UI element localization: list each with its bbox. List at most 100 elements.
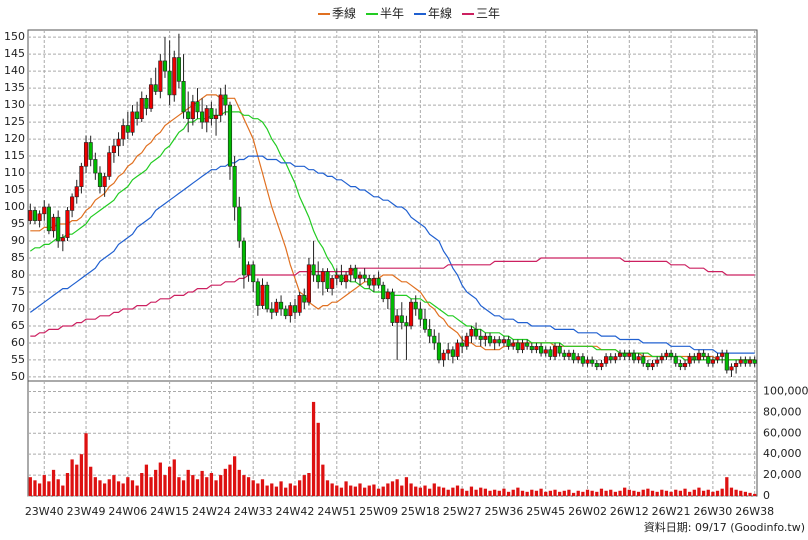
- candle-body: [752, 359, 757, 364]
- volume-bar: [488, 490, 492, 496]
- volume-bar: [56, 479, 60, 496]
- candle-body: [469, 329, 474, 337]
- volume-bar: [441, 487, 446, 496]
- ma-line: [29, 155, 755, 354]
- volume-bar: [242, 475, 246, 496]
- volume-bar: [344, 481, 348, 496]
- candle-body: [111, 145, 116, 153]
- candle-body: [664, 352, 669, 357]
- volume-bar: [195, 479, 200, 496]
- candle-body: [501, 339, 507, 344]
- candle-body: [102, 176, 107, 187]
- x-tick-label: 26W02: [568, 505, 607, 518]
- volume-bar: [233, 456, 237, 496]
- volume-bar: [548, 490, 552, 496]
- volume-bar: [353, 486, 357, 496]
- candle-body: [330, 278, 335, 289]
- volume-bar: [116, 481, 121, 496]
- volume-bar: [298, 480, 302, 496]
- candle-body: [190, 101, 195, 119]
- candle-body: [232, 165, 237, 208]
- y-tick-label: 150: [4, 30, 25, 43]
- volume-bar: [655, 491, 659, 496]
- candle-body: [432, 335, 437, 344]
- volume-bar: [701, 490, 706, 496]
- volume-bar: [260, 479, 265, 496]
- volume-bar: [47, 481, 51, 496]
- volume-bar: [316, 422, 320, 496]
- volume-bar: [729, 487, 734, 496]
- x-tick-label: 24W33: [234, 505, 273, 518]
- candle-body: [107, 152, 112, 177]
- candle-body: [747, 359, 753, 364]
- candle-body: [121, 125, 126, 140]
- volume-bar: [51, 469, 56, 496]
- candle-body: [209, 108, 214, 119]
- candle-body: [655, 359, 660, 364]
- volume-bar: [743, 491, 748, 496]
- candle-body: [743, 359, 748, 364]
- volume-bar: [126, 477, 130, 496]
- y2-tick-label: 80,000: [763, 405, 802, 418]
- candle-body: [418, 308, 423, 320]
- volume-bar: [692, 489, 696, 496]
- candle-body: [515, 342, 520, 351]
- volume-bar: [404, 477, 409, 496]
- candle-body: [580, 356, 585, 364]
- volume-bar: [144, 464, 149, 496]
- candle-body: [436, 342, 441, 361]
- candle-body: [585, 359, 590, 364]
- y-tick-label: 130: [4, 98, 25, 111]
- ma-line: [30, 257, 755, 337]
- candle-body: [734, 363, 739, 368]
- candle-body: [738, 359, 743, 364]
- volume-bar: [558, 491, 562, 496]
- candle-body: [371, 278, 376, 286]
- volume-bar: [451, 487, 455, 496]
- volume-bar: [636, 491, 641, 496]
- volume-bar: [483, 488, 487, 496]
- y-tick-label: 65: [11, 319, 25, 332]
- candle-body: [627, 352, 632, 357]
- volume-bar: [270, 483, 274, 496]
- volume-bar: [511, 489, 515, 496]
- candle-body: [594, 363, 599, 368]
- candle-body: [135, 111, 140, 119]
- candle-body: [269, 308, 274, 313]
- volume-bar: [609, 489, 613, 496]
- x-tick-label: 26W38: [735, 505, 774, 518]
- x-tick-label: 25W09: [359, 505, 398, 518]
- volume-bar: [604, 490, 608, 496]
- candle-body: [613, 356, 618, 361]
- volume-bar: [163, 475, 167, 496]
- candle-body: [552, 346, 558, 357]
- candle-body: [297, 295, 302, 313]
- candle-body: [37, 213, 42, 221]
- volume-bar: [181, 480, 186, 496]
- candle-body: [455, 342, 460, 357]
- candle-body: [348, 267, 353, 276]
- candle-body: [474, 329, 479, 337]
- candle-body: [223, 94, 228, 106]
- candle-body: [650, 363, 655, 368]
- x-tick-label: 24W24: [192, 505, 231, 518]
- volume-bar: [585, 489, 590, 496]
- volume-bar: [237, 469, 241, 496]
- candle-body: [520, 342, 525, 351]
- candle-body: [320, 271, 325, 283]
- volume-bar: [599, 488, 604, 496]
- candle-body: [181, 81, 186, 113]
- volume-bar: [455, 485, 460, 496]
- candle-body: [385, 291, 390, 300]
- candle-body: [511, 342, 516, 347]
- y-tick-label: 50: [11, 370, 25, 383]
- candle-body: [669, 352, 674, 357]
- volume-bar: [553, 489, 557, 496]
- candle-body: [260, 284, 265, 306]
- volume-bar: [437, 486, 441, 496]
- volume-bar: [674, 489, 678, 496]
- candle-body: [158, 60, 163, 92]
- candle-body: [265, 284, 270, 310]
- volume-bar: [428, 488, 432, 496]
